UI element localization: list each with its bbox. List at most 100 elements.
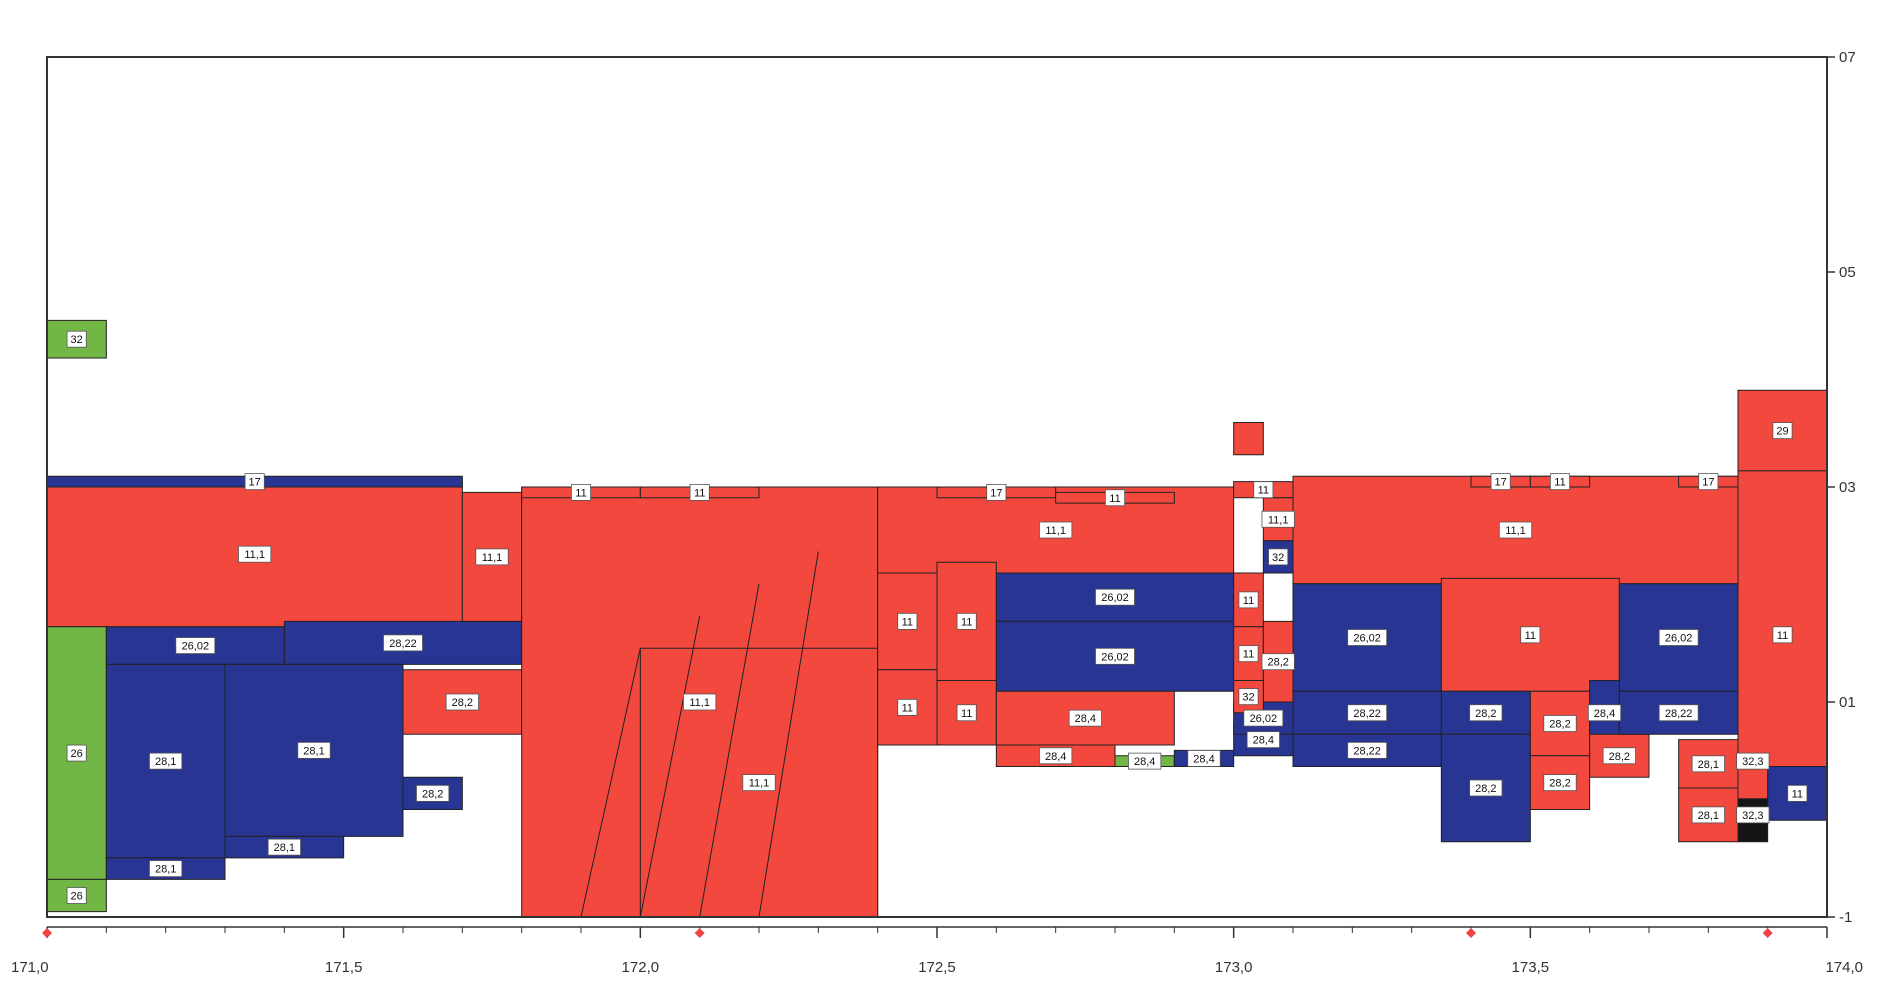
block-label-text-4: 26 (71, 891, 83, 903)
block-label-text-5: 26,02 (182, 641, 210, 653)
block-label-27: 28,4 (1068, 709, 1102, 727)
hatch-line-2 (699, 583, 760, 918)
block-label-56: 28,22 (1658, 704, 1699, 722)
block-label-11: 28,2 (445, 693, 479, 711)
block-label-text-53: 28,4 (1594, 708, 1615, 720)
block-label-text-13: 11,1 (482, 552, 503, 564)
block-label-text-37: 11 (1243, 595, 1254, 607)
block-label-32: 26,02 (1243, 709, 1284, 727)
x-tick-label: 171,5 (325, 959, 363, 976)
block-label-text-57: 28,1 (1698, 759, 1719, 771)
block-label-36: 32 (1268, 548, 1289, 566)
block-label-text-63: 11 (1792, 788, 1803, 800)
block-label-8: 28,1 (297, 741, 331, 759)
block-33 (1233, 422, 1264, 456)
block-label-text-46: 11 (1525, 630, 1536, 642)
block-label-55: 28,2 (1602, 747, 1636, 765)
block-label-text-19: 17 (990, 487, 1002, 499)
block-label-text-24: 11 (961, 708, 972, 720)
block-label-text-2: 17 (249, 477, 261, 489)
axes-layer: 171,0 171,5 172,0 172,5 173,0 173,5 174,0 -1 01 0… (11, 49, 1863, 976)
block-label-5: 26,02 (175, 637, 216, 654)
block-label-text-36: 32 (1272, 552, 1284, 564)
y-tick-label: 01 (1839, 694, 1856, 711)
y-tick-label: 07 (1839, 49, 1856, 66)
block-label-text-27: 28,4 (1075, 713, 1096, 725)
block-label-10: 28,1 (267, 838, 301, 856)
block-label-text-30: 28,4 (1193, 753, 1214, 765)
block-label-47: 26,02 (1658, 629, 1699, 646)
block-label-text-45: 26,02 (1353, 633, 1381, 645)
block-label-21: 11 (897, 612, 918, 630)
block-label-42: 17 (1490, 473, 1511, 491)
block-label-text-7: 28,1 (155, 756, 176, 768)
block-label-63: 11 (1787, 784, 1808, 802)
block-label-9: 28,1 (149, 860, 183, 878)
block-label-text-47: 26,02 (1665, 633, 1693, 645)
block-label-text-18: 11,1 (1045, 525, 1066, 537)
block-label-3: 26 (66, 744, 87, 762)
block-label-text-55: 28,2 (1609, 751, 1630, 763)
block-label-24: 11 (956, 704, 977, 722)
block-label-text-10: 28,1 (274, 842, 295, 854)
hatch-line-0 (580, 648, 641, 918)
block-label-40: 32 (1238, 688, 1259, 706)
block-label-text-9: 28,1 (155, 864, 176, 876)
block-label-46: 11 (1520, 626, 1541, 644)
block-label-18: 11,1 (1039, 521, 1073, 539)
block-label-53: 28,4 (1587, 704, 1622, 722)
block-label-text-58: 28,1 (1698, 810, 1719, 822)
block-label-31: 28,4 (1246, 731, 1280, 749)
block-label-54: 28,2 (1543, 774, 1577, 792)
block-label-text-6: 28,22 (389, 638, 417, 650)
block-label-text-17: 11,1 (749, 778, 770, 790)
block-label-text-29: 28,4 (1134, 756, 1155, 768)
block-label-text-40: 32 (1242, 692, 1254, 704)
block-label-text-26: 26,02 (1101, 651, 1129, 663)
block-label-48: 28,22 (1347, 704, 1388, 722)
block-label-text-23: 11 (902, 702, 913, 714)
block-label-text-62: 11 (1777, 630, 1788, 642)
block-label-text-59: 32,3 (1742, 756, 1763, 768)
block-label-text-56: 28,22 (1665, 708, 1693, 720)
block-label-34: 11 (1253, 481, 1274, 499)
y-tick-label: 03 (1839, 479, 1856, 496)
labels-layer: 32 11,1 17 26 26 26,02 28,22 28,1 28,1 28,1 28,1 28… (66, 330, 1808, 904)
block-label-text-38: 11 (1243, 649, 1254, 661)
block-label-29: 28,4 (1128, 752, 1162, 770)
block-label-text-39: 28,2 (1267, 657, 1288, 669)
block-label-text-31: 28,4 (1253, 735, 1274, 747)
block-label-text-15: 11 (575, 487, 586, 499)
block-label-19: 17 (986, 483, 1007, 501)
block-24 (936, 680, 997, 746)
block-label-43: 11 (1550, 473, 1571, 491)
block-label-text-41: 11,1 (1505, 525, 1526, 537)
block-label-text-44: 17 (1702, 477, 1714, 489)
block-label-text-32: 26,02 (1250, 713, 1278, 725)
block-label-15: 11 (571, 483, 592, 501)
block-label-44: 17 (1698, 473, 1719, 491)
block-label-text-8: 28,1 (303, 745, 324, 757)
block-label-52: 28,2 (1543, 715, 1577, 732)
block-label-text-49: 28,22 (1353, 745, 1381, 757)
block-label-51: 28,2 (1469, 779, 1503, 797)
x-tick-label: 172,0 (622, 959, 660, 976)
block-label-60: 32,3 (1736, 806, 1770, 824)
block-label-text-20: 11 (1109, 493, 1120, 505)
block-label-text-54: 28,2 (1549, 778, 1570, 790)
block-label-45: 26,02 (1347, 629, 1388, 646)
block-label-12: 28,2 (416, 784, 450, 802)
block-label-14: 11,1 (683, 693, 717, 711)
block-label-text-43: 11 (1554, 477, 1565, 489)
block-label-text-52: 28,2 (1549, 719, 1570, 731)
block-label-23: 11 (897, 698, 918, 716)
block-label-text-25: 26,02 (1101, 592, 1129, 604)
block-label-text-3: 26 (71, 748, 83, 760)
block-label-41: 11,1 (1498, 521, 1533, 539)
x-tick-label: 173,5 (1512, 959, 1550, 976)
block-label-35: 11,1 (1261, 510, 1295, 528)
block-label-text-28: 28,4 (1045, 751, 1066, 763)
block-label-20: 11 (1105, 489, 1126, 507)
block-label-16: 11 (689, 483, 710, 501)
block-label-17: 11,1 (742, 774, 776, 792)
